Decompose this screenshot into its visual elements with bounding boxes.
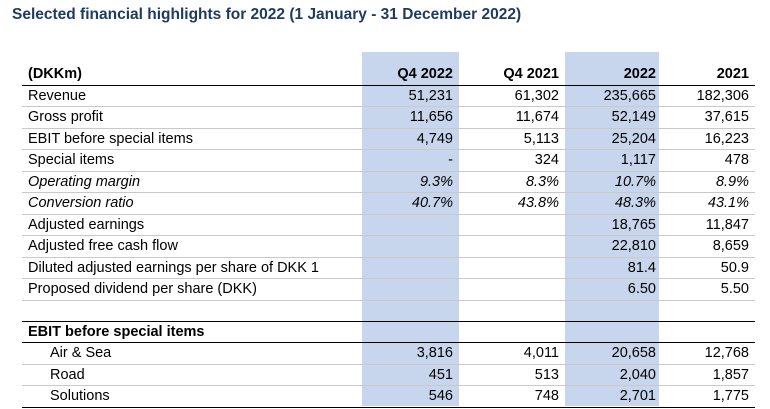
cell-q4-2022: 51,231 — [362, 85, 459, 107]
cell-2022: 2,701 — [565, 385, 662, 408]
cell-2021: 11,847 — [662, 214, 755, 236]
table-row: Solutions 546 748 2,701 1,775 — [22, 385, 755, 408]
cell-q4-2022: 546 — [362, 385, 459, 408]
cell-2022: 6.50 — [565, 278, 662, 301]
cell-q4-2022: 451 — [362, 364, 459, 386]
table-row: Adjusted earnings 18,765 11,847 — [22, 214, 755, 236]
cell-q4-2022: 4,749 — [362, 128, 459, 150]
financial-highlights-table: (DKKm) Q4 2022 Q4 2021 2022 2021 Revenue… — [22, 64, 755, 408]
row-label: Diluted adjusted earnings per share of D… — [22, 257, 362, 279]
cell-2022: 235,665 — [565, 85, 662, 107]
cell-q4-2021 — [459, 235, 565, 258]
row-label: Special items — [22, 149, 362, 172]
cell-2021: 8.9% — [662, 171, 755, 193]
unit-header: (DKKm) — [22, 64, 362, 86]
cell-q4-2021 — [459, 278, 565, 301]
cell-q4-2021 — [459, 257, 565, 279]
cell-q4-2022 — [362, 235, 459, 258]
table-row: Special items - 324 1,117 478 — [22, 149, 755, 172]
column-header-q4-2021: Q4 2021 — [459, 64, 565, 86]
table-row: Conversion ratio 40.7% 43.8% 48.3% 43.1% — [22, 192, 755, 215]
table-row: Adjusted free cash flow 22,810 8,659 — [22, 235, 755, 258]
cell-2021: 37,615 — [662, 106, 755, 129]
cell-q4-2021 — [459, 214, 565, 236]
cell-2022: 48.3% — [565, 192, 662, 215]
cell-2021: 182,306 — [662, 85, 755, 107]
table-row: Diluted adjusted earnings per share of D… — [22, 257, 755, 279]
row-label: EBIT before special items — [22, 128, 362, 150]
cell-q4-2021: 8.3% — [459, 171, 565, 193]
row-label: Road — [22, 364, 362, 386]
cell-q4-2021: 748 — [459, 385, 565, 408]
cell-q4-2022: 9.3% — [362, 171, 459, 193]
row-label: Proposed dividend per share (DKK) — [22, 278, 362, 301]
cell-q4-2021: 4,011 — [459, 342, 565, 365]
cell-2022: 22,810 — [565, 235, 662, 258]
cell-q4-2022 — [362, 214, 459, 236]
cell-2022: 18,765 — [565, 214, 662, 236]
row-label: Operating margin — [22, 171, 362, 193]
table-header-row: (DKKm) Q4 2022 Q4 2021 2022 2021 — [22, 64, 755, 86]
column-header-2021: 2021 — [662, 64, 755, 86]
row-label: Adjusted free cash flow — [22, 235, 362, 258]
row-label: Revenue — [22, 85, 362, 107]
cell-q4-2022: 3,816 — [362, 342, 459, 365]
cell-2022: 1,117 — [565, 149, 662, 172]
cell-2021: 16,223 — [662, 128, 755, 150]
spacer-row — [22, 300, 755, 321]
row-label: Solutions — [22, 385, 362, 408]
cell-q4-2021: 61,302 — [459, 85, 565, 107]
cell-q4-2021: 324 — [459, 149, 565, 172]
row-label: Gross profit — [22, 106, 362, 129]
cell-q4-2021: 11,674 — [459, 106, 565, 129]
row-label: Air & Sea — [22, 342, 362, 365]
cell-2022: 10.7% — [565, 171, 662, 193]
table-row: Revenue 51,231 61,302 235,665 182,306 — [22, 85, 755, 107]
table-row: Proposed dividend per share (DKK) 6.50 5… — [22, 278, 755, 301]
cell-q4-2021: 5,113 — [459, 128, 565, 150]
cell-q4-2022: 40.7% — [362, 192, 459, 215]
row-label: Conversion ratio — [22, 192, 362, 215]
cell-2021: 8,659 — [662, 235, 755, 258]
cell-2021: 1,775 — [662, 385, 755, 408]
table-row: Operating margin 9.3% 8.3% 10.7% 8.9% — [22, 171, 755, 193]
cell-2022: 81.4 — [565, 257, 662, 279]
cell-q4-2022 — [362, 278, 459, 301]
section-header-row: EBIT before special items — [22, 320, 755, 343]
cell-2021: 43.1% — [662, 192, 755, 215]
table-row: Gross profit 11,656 11,674 52,149 37,615 — [22, 106, 755, 129]
cell-2021: 50.9 — [662, 257, 755, 279]
column-header-2022: 2022 — [565, 64, 662, 86]
cell-2021: 12,768 — [662, 342, 755, 365]
table-row: EBIT before special items 4,749 5,113 25… — [22, 128, 755, 150]
cell-2021: 1,857 — [662, 364, 755, 386]
cell-2021: 5.50 — [662, 278, 755, 301]
cell-q4-2022 — [362, 257, 459, 279]
page-title: Selected financial highlights for 2022 (… — [12, 6, 522, 23]
cell-q4-2022: - — [362, 149, 459, 172]
cell-q4-2021: 43.8% — [459, 192, 565, 215]
section-title: EBIT before special items — [22, 320, 755, 343]
table-row: Road 451 513 2,040 1,857 — [22, 364, 755, 386]
cell-2022: 2,040 — [565, 364, 662, 386]
column-header-q4-2022: Q4 2022 — [362, 64, 459, 86]
cell-2022: 20,658 — [565, 342, 662, 365]
cell-2021: 478 — [662, 149, 755, 172]
table-row: Air & Sea 3,816 4,011 20,658 12,768 — [22, 342, 755, 365]
cell-q4-2022: 11,656 — [362, 106, 459, 129]
cell-q4-2021: 513 — [459, 364, 565, 386]
cell-2022: 25,204 — [565, 128, 662, 150]
row-label: Adjusted earnings — [22, 214, 362, 236]
cell-2022: 52,149 — [565, 106, 662, 129]
